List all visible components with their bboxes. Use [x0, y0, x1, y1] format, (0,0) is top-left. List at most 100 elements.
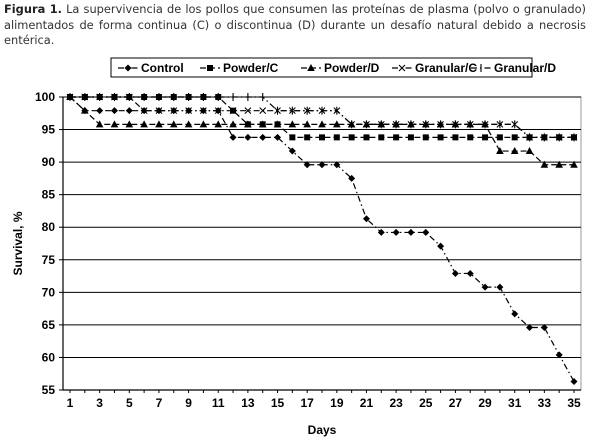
point-powder-d-day-14: [258, 120, 267, 128]
x-tick-label-5: 5: [126, 396, 133, 410]
point-control-day-31: [511, 310, 519, 318]
point-powder-d-day-15: [273, 120, 282, 128]
point-control-day-35: [570, 378, 578, 386]
point-control-day-24: [407, 228, 415, 236]
point-powder-c-day-26: [437, 134, 444, 141]
point-control-day-21: [362, 215, 370, 223]
point-powder-d-day-16: [288, 120, 297, 128]
legend-label-powder-c: Powder/C: [223, 61, 279, 75]
y-axis-label: Survival, %: [11, 211, 25, 275]
point-powder-c-day-23: [393, 134, 400, 141]
x-tick-label-9: 9: [185, 396, 192, 410]
y-tick-label-60: 60: [42, 350, 56, 364]
point-powder-c-day-16: [289, 134, 296, 141]
point-powder-d-day-13: [244, 120, 252, 128]
point-control-day-27: [451, 269, 459, 277]
x-tick-label-13: 13: [241, 396, 255, 410]
point-powder-c-day-31: [511, 134, 518, 141]
point-control-day-12: [229, 133, 237, 141]
y-tick-label-70: 70: [42, 285, 56, 299]
point-control-day-17: [303, 161, 311, 169]
point-control-day-5: [125, 107, 133, 115]
legend-item-powder-d: Powder/D: [301, 61, 380, 75]
legend-marker-granular-c: [398, 64, 406, 72]
point-control-day-33: [540, 323, 548, 331]
y-tick-label-95: 95: [42, 123, 56, 137]
point-powder-c-day-28: [467, 134, 474, 141]
series-line-granular-c: [70, 96, 574, 138]
point-powder-d-day-30: [496, 147, 504, 155]
point-granular-c-day-14: [259, 107, 267, 115]
x-tick-label-15: 15: [271, 396, 285, 410]
point-powder-c-day-18: [319, 134, 325, 141]
point-powder-d-day-9: [184, 120, 193, 128]
point-powder-d-day-11: [214, 120, 223, 128]
point-control-day-26: [437, 242, 445, 250]
point-control-day-18: [318, 161, 326, 169]
legend-label-granular-c: Granular/C: [415, 61, 477, 75]
point-granular-c-day-11: [214, 107, 222, 115]
point-control-day-32: [526, 323, 534, 331]
point-powder-c-day-25: [422, 134, 429, 141]
point-granular-c-day-6: [140, 107, 148, 115]
x-tick-label-3: 3: [96, 396, 103, 410]
x-tick-label-17: 17: [300, 396, 314, 410]
y-tick-label-90: 90: [42, 155, 56, 169]
x-tick-label-7: 7: [156, 396, 163, 410]
x-tick-label-31: 31: [508, 396, 522, 410]
series-line-powder-c: [70, 96, 574, 138]
chart-gridlines: [62, 96, 582, 391]
point-control-day-19: [333, 161, 341, 169]
point-powder-c-day-21: [363, 134, 370, 141]
point-powder-c-day-22: [378, 134, 385, 141]
figure-caption-text: La supervivencia de los pollos que consu…: [4, 2, 586, 47]
point-powder-d-day-34: [555, 160, 563, 168]
point-control-day-3: [96, 107, 104, 115]
x-tick-label-21: 21: [360, 396, 374, 410]
legend-marker-control: [124, 64, 132, 72]
point-powder-c-day-27: [452, 134, 459, 141]
point-powder-d-day-5: [125, 120, 134, 128]
point-powder-c-day-17: [304, 134, 311, 141]
legend-marker-powder-c: [207, 65, 213, 71]
point-powder-d-day-18: [318, 120, 326, 128]
point-control-day-15: [274, 133, 282, 141]
point-powder-d-day-17: [303, 120, 311, 128]
point-granular-c-day-12: [229, 107, 237, 115]
legend-label-control: Control: [141, 61, 184, 75]
x-tick-label-23: 23: [389, 396, 403, 410]
point-control-day-28: [466, 269, 474, 277]
point-granular-c-day-7: [155, 107, 163, 115]
figure-caption: Figura 1. La supervivencia de los pollos…: [4, 2, 586, 49]
point-powder-d-day-35: [570, 160, 578, 168]
point-powder-d-day-2: [81, 106, 89, 114]
point-powder-d-day-33: [540, 160, 549, 168]
point-control-day-23: [392, 228, 400, 236]
series-granular-c: [66, 93, 578, 141]
point-powder-d-day-4: [110, 120, 119, 128]
x-tick-label-19: 19: [330, 396, 344, 410]
point-powder-c-day-29: [482, 134, 489, 141]
legend-item-granular-c: Granular/C: [392, 61, 477, 75]
point-control-day-13: [244, 133, 252, 141]
point-granular-c-day-10: [200, 107, 207, 115]
y-tick-label-55: 55: [42, 383, 56, 397]
point-powder-c-day-20: [348, 134, 355, 141]
y-tick-label-100: 100: [35, 90, 55, 104]
legend-box: [110, 57, 533, 78]
y-tick-label-80: 80: [42, 220, 56, 234]
x-tick-label-27: 27: [449, 396, 463, 410]
point-powder-d-day-19: [333, 120, 341, 128]
point-powder-c-day-30: [496, 134, 503, 141]
legend-marker-powder-d: [307, 64, 315, 71]
x-axis-label: Days: [308, 423, 337, 437]
x-tick-label-25: 25: [419, 396, 433, 410]
point-powder-d-day-8: [169, 120, 178, 128]
point-granular-c-day-13: [244, 107, 252, 115]
y-tick-label-75: 75: [42, 253, 56, 267]
legend-item-control: Control: [118, 61, 184, 75]
x-tick-label-35: 35: [567, 396, 581, 410]
point-granular-c-day-8: [170, 107, 178, 115]
point-control-day-16: [288, 147, 296, 155]
